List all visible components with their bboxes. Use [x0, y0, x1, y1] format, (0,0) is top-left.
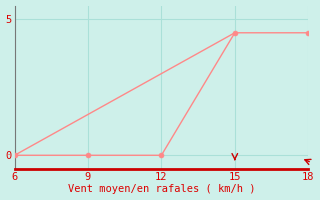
X-axis label: Vent moyen/en rafales ( km/h ): Vent moyen/en rafales ( km/h )	[68, 184, 255, 194]
